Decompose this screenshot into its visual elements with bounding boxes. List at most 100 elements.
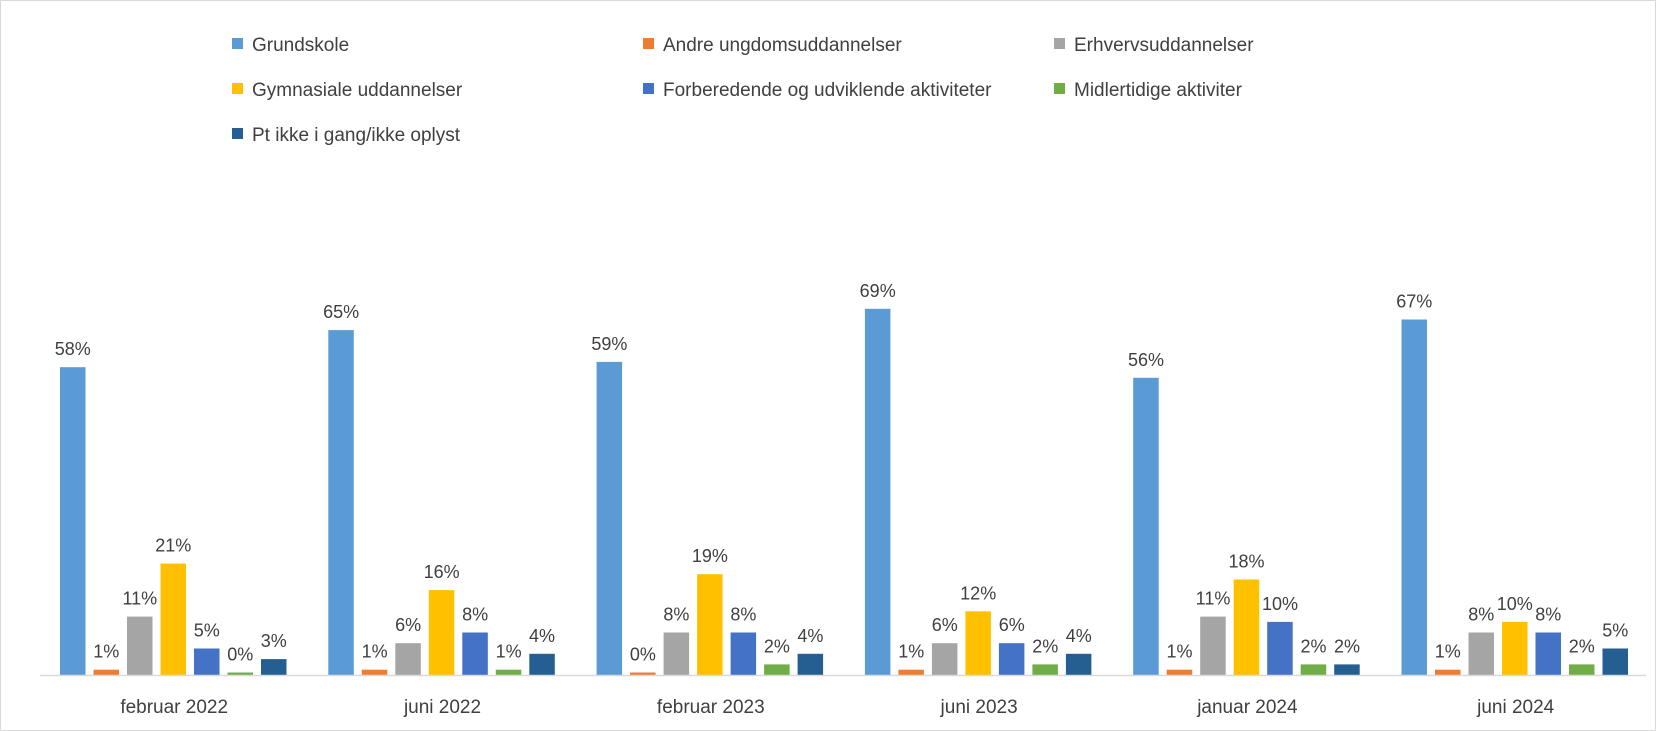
bar-gymnasiale-uddannelser-februar-2022 xyxy=(160,563,186,675)
legend-item-andre-ungdomsuddannelser: Andre ungdomsuddannelser xyxy=(643,35,902,56)
legend-label: Andre ungdomsuddannelser xyxy=(663,35,902,56)
data-label-gymnasiale-uddannelser-juni-2024: 10% xyxy=(1497,594,1533,614)
legend-swatch xyxy=(643,83,654,94)
data-label-erhvervsuddannelser-juni-2024: 8% xyxy=(1468,605,1494,625)
bar-group-juni-2024 xyxy=(1401,319,1628,675)
bar-gymnasiale-uddannelser-februar-2023 xyxy=(697,574,723,675)
legend-label: Midlertidige aktiviter xyxy=(1074,80,1243,101)
data-label-forberedende-og-udviklende-aktiviteter-juni-2023: 6% xyxy=(999,615,1025,635)
legend-label: Erhvervsuddannelser xyxy=(1074,35,1254,56)
data-label-pt-ikke-i-gang-ikke-oplyst-februar-2023: 4% xyxy=(797,626,823,646)
legend-item-grundskole: Grundskole xyxy=(232,35,349,56)
data-label-gymnasiale-uddannelser-januar-2024: 18% xyxy=(1228,552,1264,572)
bar-erhvervsuddannelser-juni-2024 xyxy=(1468,632,1494,675)
x-tick-label-januar-2024: januar 2024 xyxy=(1196,697,1298,718)
bar-erhvervsuddannelser-juni-2023 xyxy=(931,643,958,675)
data-label-erhvervsuddannelser-februar-2023: 8% xyxy=(663,605,689,625)
data-label-pt-ikke-i-gang-ikke-oplyst-juni-2023: 4% xyxy=(1066,626,1092,646)
bar-forberedende-og-udviklende-aktiviteter-juni-2023 xyxy=(998,643,1025,675)
data-label-midlertidige-aktiviter-januar-2024: 2% xyxy=(1300,636,1326,656)
bar-pt-ikke-i-gang-ikke-oplyst-januar-2024 xyxy=(1334,664,1360,675)
data-label-forberedende-og-udviklende-aktiviteter-juni-2024: 8% xyxy=(1535,605,1561,625)
data-label-gymnasiale-uddannelser-februar-2023: 19% xyxy=(692,546,728,566)
bar-gymnasiale-uddannelser-juni-2022 xyxy=(428,590,455,675)
bar-andre-ungdomsuddannelser-februar-2023 xyxy=(630,672,656,675)
data-label-midlertidige-aktiviter-juni-2023: 2% xyxy=(1032,636,1058,656)
data-label-andre-ungdomsuddannelser-januar-2024: 1% xyxy=(1166,642,1192,662)
data-label-pt-ikke-i-gang-ikke-oplyst-februar-2022: 3% xyxy=(261,631,287,651)
data-label-gymnasiale-uddannelser-juni-2023: 12% xyxy=(960,583,996,603)
x-tick-label-juni-2024: juni 2024 xyxy=(1476,697,1555,718)
bar-grundskole-juni-2023 xyxy=(864,308,891,675)
data-label-forberedende-og-udviklende-aktiviteter-februar-2022: 5% xyxy=(194,621,220,641)
bar-erhvervsuddannelser-februar-2023 xyxy=(663,632,690,675)
bar-pt-ikke-i-gang-ikke-oplyst-februar-2022 xyxy=(261,659,287,675)
data-label-andre-ungdomsuddannelser-februar-2023: 0% xyxy=(630,645,656,665)
data-labels: 58% 1% 11% 21% 5% 0% 3% 65% 1% 6% 16% 8% 1% 4% 59% 0% 8%… xyxy=(55,281,1629,665)
bar-grundskole-februar-2023 xyxy=(596,361,623,675)
legend-swatch xyxy=(643,38,654,49)
bar-forberedende-og-udviklende-aktiviteter-juni-2024 xyxy=(1535,632,1561,675)
bar-forberedende-og-udviklende-aktiviteter-februar-2023 xyxy=(730,632,757,675)
data-label-grundskole-juni-2022: 65% xyxy=(323,302,359,322)
legend-item-midlertidige-aktiviter: Midlertidige aktiviter xyxy=(1054,80,1243,101)
legend-swatch xyxy=(1054,83,1065,94)
data-label-andre-ungdomsuddannelser-juni-2022: 1% xyxy=(362,642,388,662)
legend-label: Gymnasiale uddannelser xyxy=(252,80,463,101)
legend-item-erhvervsuddannelser: Erhvervsuddannelser xyxy=(1054,35,1254,56)
data-label-grundskole-januar-2024: 56% xyxy=(1128,350,1164,370)
bar-gymnasiale-uddannelser-juni-2023 xyxy=(965,611,991,675)
data-label-forberedende-og-udviklende-aktiviteter-juni-2022: 8% xyxy=(462,605,488,625)
bar-midlertidige-aktiviter-februar-2023 xyxy=(764,664,790,675)
bar-gymnasiale-uddannelser-januar-2024 xyxy=(1233,579,1260,675)
legend-label: Forberedende og udviklende aktiviteter xyxy=(663,80,992,101)
bar-group-juni-2023 xyxy=(864,308,1092,675)
data-label-erhvervsuddannelser-juni-2023: 6% xyxy=(932,615,958,635)
bar-grundskole-juni-2024 xyxy=(1401,319,1427,675)
legend-swatch xyxy=(232,128,243,139)
data-label-erhvervsuddannelser-juni-2022: 6% xyxy=(395,615,421,635)
data-label-forberedende-og-udviklende-aktiviteter-februar-2023: 8% xyxy=(730,605,756,625)
data-label-midlertidige-aktiviter-februar-2022: 0% xyxy=(227,645,253,665)
bar-pt-ikke-i-gang-ikke-oplyst-februar-2023 xyxy=(797,653,824,675)
data-label-gymnasiale-uddannelser-juni-2022: 16% xyxy=(424,562,460,582)
bar-gymnasiale-uddannelser-juni-2024 xyxy=(1502,621,1528,675)
bar-forberedende-og-udviklende-aktiviteter-januar-2024 xyxy=(1267,621,1293,675)
data-label-pt-ikke-i-gang-ikke-oplyst-juni-2022: 4% xyxy=(529,626,555,646)
legend-swatch xyxy=(232,38,243,49)
legend-swatch xyxy=(232,83,243,94)
x-tick-label-februar-2022: februar 2022 xyxy=(120,697,228,718)
data-label-midlertidige-aktiviter-juni-2024: 2% xyxy=(1569,636,1595,656)
data-label-erhvervsuddannelser-januar-2024: 11% xyxy=(1196,589,1231,609)
x-axis-labels: februar 2022 juni 2022 februar 2023 juni 20… xyxy=(120,697,1554,718)
data-label-andre-ungdomsuddannelser-juni-2023: 1% xyxy=(898,642,924,662)
bar-pt-ikke-i-gang-ikke-oplyst-juni-2023 xyxy=(1065,653,1092,675)
bars xyxy=(60,308,1628,675)
bar-pt-ikke-i-gang-ikke-oplyst-juni-2022 xyxy=(529,653,555,675)
data-label-midlertidige-aktiviter-februar-2023: 2% xyxy=(764,636,790,656)
bar-group-juni-2022 xyxy=(328,330,555,675)
legend-item-gymnasiale-uddannelser: Gymnasiale uddannelser xyxy=(232,80,463,101)
bar-midlertidige-aktiviter-februar-2022 xyxy=(227,672,253,675)
bar-forberedende-og-udviklende-aktiviteter-februar-2022 xyxy=(194,648,220,675)
bar-midlertidige-aktiviter-juni-2024 xyxy=(1569,664,1595,675)
bar-andre-ungdomsuddannelser-juni-2022 xyxy=(361,669,388,675)
bar-forberedende-og-udviklende-aktiviteter-juni-2022 xyxy=(462,632,488,675)
data-label-grundskole-juni-2023: 69% xyxy=(860,281,896,301)
bar-andre-ungdomsuddannelser-juni-2023 xyxy=(898,669,924,675)
x-tick-label-februar-2023: februar 2023 xyxy=(657,697,765,718)
legend-item-forberedende-og-udviklende-aktiviteter: Forberedende og udviklende aktiviteter xyxy=(643,80,992,101)
bar-grundskole-juni-2022 xyxy=(328,330,354,675)
bar-erhvervsuddannelser-juni-2022 xyxy=(395,643,421,675)
data-label-erhvervsuddannelser-februar-2022: 11% xyxy=(122,589,157,609)
bar-midlertidige-aktiviter-juni-2023 xyxy=(1032,664,1058,675)
data-label-grundskole-februar-2023: 59% xyxy=(591,334,627,354)
bar-erhvervsuddannelser-februar-2022 xyxy=(127,616,153,675)
x-tick-label-juni-2022: juni 2022 xyxy=(403,697,481,718)
data-label-andre-ungdomsuddannelser-februar-2022: 1% xyxy=(93,642,119,662)
data-label-gymnasiale-uddannelser-februar-2022: 21% xyxy=(155,536,191,556)
data-label-midlertidige-aktiviter-juni-2022: 1% xyxy=(496,642,522,662)
bar-erhvervsuddannelser-januar-2024 xyxy=(1200,616,1226,675)
